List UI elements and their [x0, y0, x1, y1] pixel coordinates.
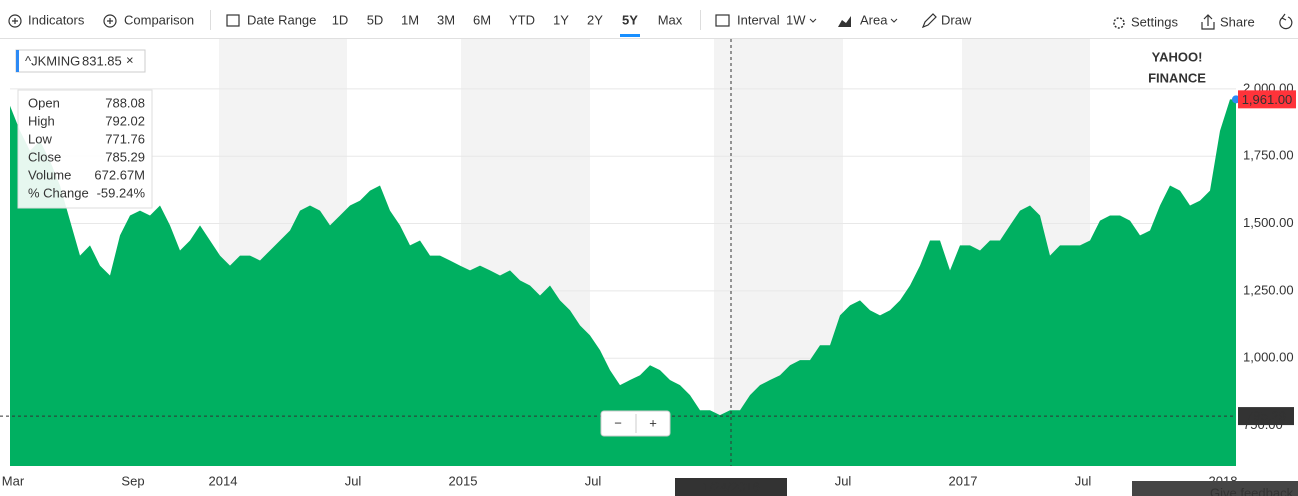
icon	[12, 18, 18, 24]
x-tick-label: 2015	[449, 473, 478, 488]
toolbar-button[interactable]: Draw	[941, 12, 972, 27]
icon	[1201, 14, 1215, 30]
icon	[715, 14, 730, 27]
legend-symbol: ^JKMING	[25, 53, 80, 68]
toolbar-button[interactable]: Share	[1220, 14, 1255, 29]
reset-icon[interactable]	[1279, 13, 1293, 30]
x-tick-label: 2014	[209, 473, 238, 488]
x-tick-label: Sep	[121, 473, 144, 488]
legend-price: 831.85	[82, 53, 122, 68]
legend-chip-accent	[16, 50, 19, 72]
y-tick-label: 1,000.00	[1243, 350, 1294, 365]
legend-close[interactable]: ×	[126, 52, 134, 67]
range-button[interactable]: 1Y	[553, 12, 569, 27]
x-tick-label: Jul	[345, 473, 362, 488]
icon	[8, 14, 22, 28]
crosshair-date: 1/24/2016	[702, 479, 760, 494]
tooltip-value: 788.08	[105, 95, 145, 110]
y-tick-label: 1,500.00	[1243, 215, 1294, 230]
tooltip-value: 771.76	[105, 131, 145, 146]
icon	[107, 18, 113, 24]
tooltip-value: 792.02	[105, 113, 145, 128]
icon	[838, 16, 851, 27]
tooltip-label: Low	[28, 131, 52, 146]
zoom-out[interactable]: −	[614, 415, 622, 430]
watermark: FINANCE	[1148, 70, 1206, 85]
range-button[interactable]: YTD	[509, 12, 535, 27]
zoom-in[interactable]: +	[649, 415, 657, 430]
icon	[103, 14, 117, 28]
range-button[interactable]: 1D	[332, 12, 349, 27]
tooltip-label: % Change	[28, 185, 89, 200]
tooltip-box	[17, 89, 153, 209]
tooltip-value: 785.29	[105, 149, 145, 164]
feedback-label: Give feedback	[1210, 485, 1294, 496]
toolbar-button[interactable]: Indicators	[28, 12, 85, 27]
tooltip-label: Close	[28, 149, 61, 164]
y-tick-label: 1,750.00	[1243, 148, 1294, 163]
icon	[226, 14, 240, 27]
x-tick-label: Mar	[2, 473, 25, 488]
y-tick-label: 1,250.00	[1243, 282, 1294, 297]
toolbar-button[interactable]: Date Range	[247, 12, 316, 27]
toolbar-button[interactable]: Interval	[737, 12, 780, 27]
chevron	[890, 18, 898, 23]
last-price-box	[1238, 90, 1296, 109]
tooltip-label: High	[28, 113, 55, 128]
crosshair-value-box	[1238, 407, 1294, 426]
price-area	[10, 99, 1236, 467]
tooltip-value: -59.24%	[97, 185, 146, 200]
crosshair-value: 785.29	[1246, 409, 1286, 424]
tooltip-label: Volume	[28, 167, 71, 182]
range-button[interactable]: 1M	[401, 12, 419, 27]
range-button[interactable]: 3M	[437, 12, 455, 27]
tooltip-label: Open	[28, 95, 60, 110]
watermark: YAHOO!	[1152, 49, 1203, 64]
chevron	[809, 18, 817, 23]
range-button[interactable]: 2Y	[587, 12, 603, 27]
toolbar-button[interactable]: 1W	[786, 12, 806, 27]
range-underline	[620, 34, 640, 37]
icon	[1113, 17, 1125, 29]
feedback-button[interactable]	[1132, 481, 1298, 496]
icon	[921, 13, 937, 29]
crosshair-date-box	[675, 478, 787, 496]
toolbar-button[interactable]: Settings	[1131, 14, 1178, 29]
last-price-label: 1,961.00	[1242, 92, 1293, 107]
range-button[interactable]: Max	[658, 12, 683, 27]
toolbar-button[interactable]: Area	[860, 12, 888, 27]
toolbar-button[interactable]: Comparison	[124, 12, 194, 27]
range-button[interactable]: 5Y	[622, 12, 638, 27]
x-tick-label: Jul	[1075, 473, 1092, 488]
x-tick-label: Jul	[585, 473, 602, 488]
tooltip-value: 672.67M	[94, 167, 145, 182]
range-button[interactable]: 5D	[367, 12, 384, 27]
range-button[interactable]: 6M	[473, 12, 491, 27]
x-tick-label: Jul	[835, 473, 852, 488]
x-tick-label: 2017	[949, 473, 978, 488]
